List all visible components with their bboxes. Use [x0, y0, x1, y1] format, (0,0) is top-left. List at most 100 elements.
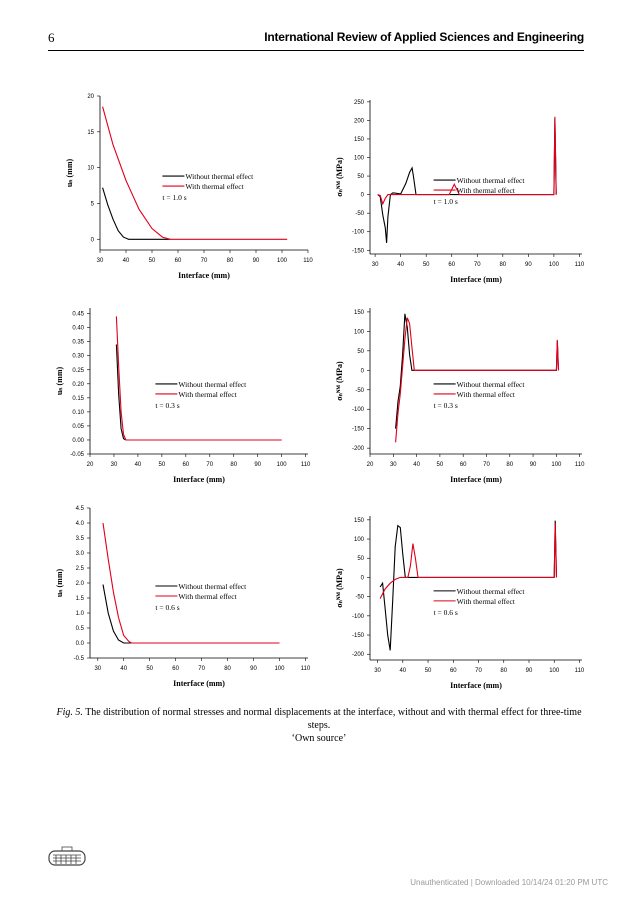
- journal-title: International Review of Applied Sciences…: [264, 30, 584, 44]
- legend-label: With thermal effect: [457, 597, 516, 606]
- series-with-thermal-line: [379, 523, 558, 599]
- x-axis-label: Interface (mm): [450, 475, 502, 484]
- y-tick-label: -150: [352, 633, 365, 639]
- x-tick-label: 60: [182, 462, 189, 468]
- x-tick-label: 30: [97, 258, 104, 264]
- x-tick-label: 100: [549, 262, 560, 268]
- y-tick-label: -0.5: [74, 656, 85, 662]
- y-tick-label: 100: [354, 537, 365, 543]
- y-tick-label: 250: [354, 100, 365, 106]
- y-tick-label: 0.30: [72, 354, 84, 360]
- chart-stress-t03: 20 30 40 50 60 70 80 90 100 110 150 100 50 0 -50 -100 -1…: [335, 308, 585, 484]
- y-tick-label: -200: [352, 652, 365, 658]
- x-tick-label: 60: [448, 262, 455, 268]
- time-label: t = 0.6 s: [155, 603, 179, 612]
- x-tick-label: 40: [135, 462, 142, 468]
- x-tick-label: 90: [254, 462, 261, 468]
- y-axis-label: σₙᴺᴹ (MPa): [335, 361, 344, 401]
- time-label: t = 0.3 s: [434, 401, 458, 410]
- x-tick-label: 80: [230, 462, 237, 468]
- y-tick-label: 0.45: [72, 312, 84, 318]
- x-tick-label: 90: [530, 462, 537, 468]
- series-without-thermal-line: [102, 187, 171, 240]
- x-tick-label: 50: [423, 262, 430, 268]
- y-tick-label: -150: [352, 248, 365, 254]
- download-footer: Unauthenticated | Downloaded 10/14/24 01…: [410, 878, 608, 887]
- y-tick-label: 200: [354, 118, 365, 124]
- legend-label: Without thermal effect: [457, 587, 526, 596]
- x-tick-label: 80: [499, 262, 506, 268]
- x-tick-label: 80: [224, 666, 231, 672]
- series-without-thermal-line: [395, 313, 560, 429]
- x-tick-label: 70: [483, 462, 490, 468]
- y-tick-label: 50: [357, 349, 364, 355]
- time-label: t = 1.0 s: [162, 193, 186, 202]
- x-tick-label: 70: [475, 668, 482, 674]
- y-tick-label: 0.5: [76, 626, 85, 632]
- y-tick-label: 0.25: [72, 368, 84, 374]
- x-axis-label: Interface (mm): [450, 275, 502, 284]
- y-tick-label: -100: [352, 407, 365, 413]
- chart-displacement-t1: 30 40 50 60 70 80 90 100 110 0 5 10 15 20 Interface (m…: [65, 94, 313, 280]
- y-tick-label: -150: [352, 427, 365, 433]
- legend-label: With thermal effect: [457, 186, 516, 195]
- x-tick-label: 110: [301, 462, 311, 468]
- y-tick-label: 0.00: [72, 438, 84, 444]
- y-tick-label: -0.05: [70, 452, 84, 458]
- x-tick-label: 90: [525, 262, 532, 268]
- x-tick-label: 60: [175, 258, 182, 264]
- y-tick-label: -200: [352, 446, 365, 452]
- x-tick-label: 110: [575, 262, 585, 268]
- x-tick-label: 110: [303, 258, 313, 264]
- y-tick-label: -50: [355, 388, 364, 394]
- x-tick-label: 60: [460, 462, 467, 468]
- caption-text: The distribution of normal stresses and …: [85, 707, 582, 731]
- x-tick-label: 100: [274, 666, 285, 672]
- time-label: t = 1.0 s: [434, 197, 458, 206]
- series-with-thermal-line: [395, 317, 560, 443]
- page-number: 6: [48, 30, 55, 45]
- x-tick-label: 100: [549, 668, 560, 674]
- x-axis-label: Interface (mm): [173, 679, 225, 688]
- legend-label: Without thermal effect: [457, 176, 526, 185]
- y-axis-label: uₙ (mm): [55, 367, 64, 396]
- y-tick-label: 50: [357, 556, 364, 562]
- time-label: t = 0.3 s: [155, 401, 179, 410]
- series-with-thermal-line: [102, 106, 288, 240]
- series-with-thermal-line: [377, 116, 557, 206]
- x-tick-label: 110: [301, 666, 311, 672]
- y-tick-label: -100: [352, 614, 365, 620]
- y-tick-label: 150: [354, 518, 365, 524]
- x-tick-label: 40: [397, 262, 404, 268]
- legend-label: Without thermal effect: [178, 380, 247, 389]
- x-axis-label: Interface (mm): [173, 475, 225, 484]
- y-tick-label: 100: [354, 329, 365, 335]
- chart-stress-t06: 30 40 50 60 70 80 90 100 110 150 100 50 0 -50 -100 -150…: [335, 516, 585, 690]
- y-tick-label: 0.15: [72, 396, 84, 402]
- x-tick-label: 110: [575, 462, 585, 468]
- x-tick-label: 80: [500, 668, 507, 674]
- header-rule: [48, 50, 584, 51]
- figure-label: Fig. 5.: [56, 707, 83, 718]
- y-tick-label: 4.0: [76, 521, 85, 527]
- y-tick-label: 1.0: [76, 611, 85, 617]
- x-axis-label: Interface (mm): [450, 681, 502, 690]
- y-tick-label: 5: [91, 201, 95, 207]
- y-tick-label: -100: [352, 230, 365, 236]
- legend-label: With thermal effect: [178, 390, 237, 399]
- x-tick-label: 70: [201, 258, 208, 264]
- legend-label: With thermal effect: [185, 182, 244, 191]
- chart-stress-t1: 30 40 50 60 70 80 90 100 110 250 200 150 100 50 0 -50 -1…: [335, 100, 585, 284]
- y-axis-label: uₙ (mm): [65, 159, 74, 188]
- y-tick-label: 150: [354, 310, 365, 316]
- x-tick-label: 90: [253, 258, 260, 264]
- caption-source: ‘Own source’: [291, 733, 347, 744]
- figure-caption: Fig. 5. The distribution of normal stres…: [48, 706, 590, 745]
- y-tick-label: 1.5: [76, 596, 85, 602]
- y-tick-label: -50: [355, 211, 364, 217]
- y-tick-label: 15: [87, 130, 94, 136]
- legend-label: Without thermal effect: [185, 172, 254, 181]
- x-tick-label: 80: [506, 462, 513, 468]
- y-tick-label: 50: [357, 174, 364, 180]
- x-tick-label: 60: [450, 668, 457, 674]
